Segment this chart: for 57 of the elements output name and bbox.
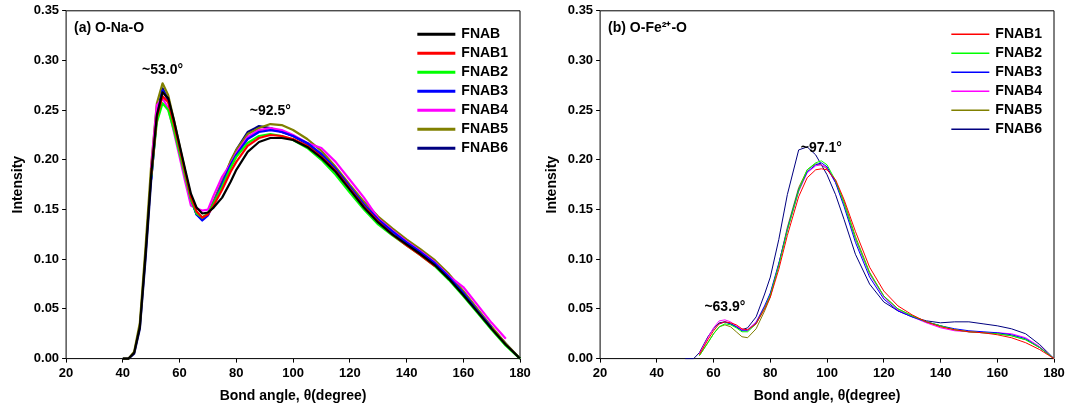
x-axis-title: Bond angle, θ(degree) [753,387,901,404]
x-tick-label: 160 [986,364,1009,380]
annotation: ~53.0° [142,61,184,78]
y-tick-label: 0.05 [567,300,594,316]
x-tick-label: 20 [592,364,608,380]
y-tick-label: 0.25 [33,101,60,117]
y-tick-label: 0.35 [33,2,60,18]
x-tick-label: 160 [452,364,475,380]
x-tick-label: 60 [706,364,721,380]
x-tick-label: 80 [763,364,778,380]
legend-label: FNAB3 [995,63,1043,80]
legend-label: FNAB1 [461,44,509,61]
legend-label: FNAB6 [995,120,1043,137]
y-axis-title: Intensity [9,155,26,214]
y-tick-label: 0.25 [567,101,594,117]
legend-label: FNAB2 [995,44,1043,61]
y-tick-label: 0.15 [567,201,594,217]
legend-label: FNAB6 [461,139,509,156]
x-tick-label: 40 [649,364,665,380]
legend-label: FNAB2 [461,63,509,80]
legend-label: FNAB5 [461,120,509,137]
y-tick-label: 0.00 [567,350,594,366]
text: (a) O-Na-O [74,18,145,35]
y-tick-label: 0.20 [33,151,60,167]
y-tick-label: 0.00 [33,350,60,366]
x-tick-label: 20 [58,364,74,380]
y-tick-label: 0.30 [33,52,60,68]
annotation: ~63.9° [704,297,746,314]
x-axis-title: Bond angle, θ(degree) [219,387,367,404]
x-tick-label: 180 [509,364,531,380]
x-tick-label: 100 [282,364,304,380]
text: (b) O-Fe²⁺-O [608,18,688,35]
x-tick-label: 120 [338,364,361,380]
y-tick-label: 0.10 [567,250,594,266]
x-tick-label: 180 [1043,364,1065,380]
legend-label: FNAB3 [461,82,509,99]
x-tick-label: 60 [172,364,187,380]
y-tick-label: 0.15 [33,201,60,217]
y-tick-label: 0.20 [567,151,594,167]
legend-label: FNAB1 [995,25,1043,42]
annotation: ~97.1° [800,138,842,155]
legend-label: FNAB [461,25,501,42]
y-tick-label: 0.05 [33,300,60,316]
y-tick-label: 0.10 [33,250,60,266]
y-tick-label: 0.35 [567,2,594,18]
x-tick-label: 40 [115,364,131,380]
legend-label: FNAB4 [995,82,1043,99]
y-tick-label: 0.30 [567,52,594,68]
y-axis-title: Intensity [543,155,560,214]
annotation: ~92.5° [249,101,291,118]
x-tick-label: 140 [395,364,418,380]
legend-label: FNAB4 [461,101,509,118]
x-tick-label: 140 [929,364,952,380]
x-tick-label: 120 [872,364,895,380]
x-tick-label: 100 [816,364,838,380]
legend-label: FNAB5 [995,101,1043,118]
x-tick-label: 80 [229,364,244,380]
